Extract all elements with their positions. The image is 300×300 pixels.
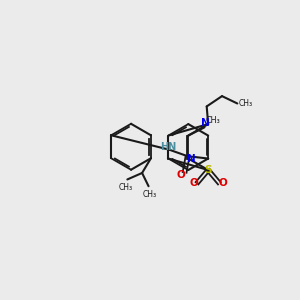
Text: HN: HN: [160, 142, 176, 152]
Text: CH₃: CH₃: [206, 116, 221, 125]
Text: N: N: [188, 154, 196, 164]
Text: CH₃: CH₃: [119, 183, 133, 192]
Text: N: N: [201, 118, 210, 128]
Text: CH₃: CH₃: [239, 99, 253, 108]
Text: O: O: [218, 178, 227, 188]
Text: CH₃: CH₃: [143, 190, 157, 199]
Text: O: O: [189, 178, 198, 188]
Text: O: O: [177, 170, 185, 180]
Text: S: S: [204, 165, 212, 175]
